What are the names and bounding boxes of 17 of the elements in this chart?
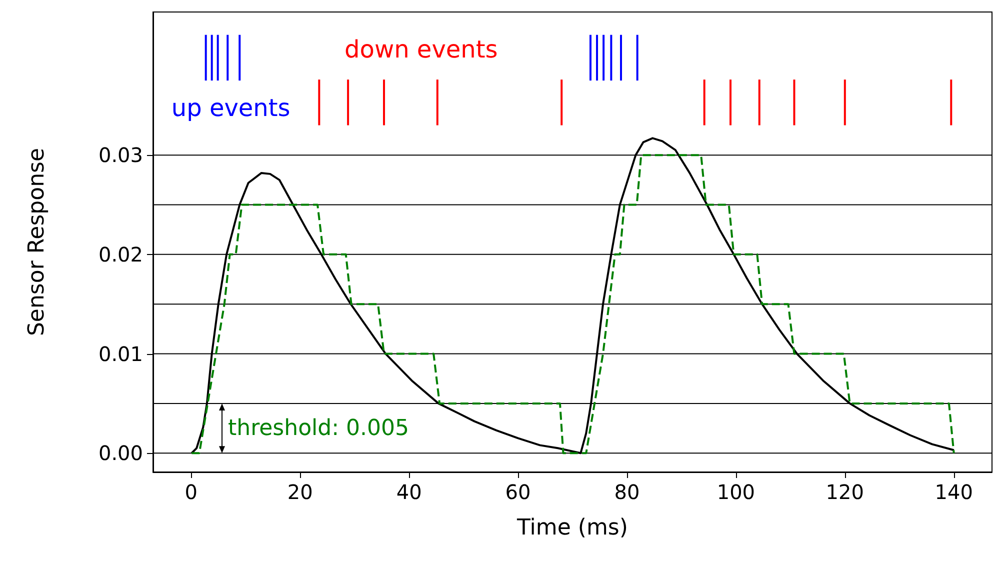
- x-tick-label: 80: [614, 480, 640, 504]
- y-tick-label: 0.01: [98, 342, 143, 366]
- annotation: threshold: 0.005: [228, 416, 409, 441]
- series-label: up events: [171, 94, 290, 122]
- x-tick-label: 120: [826, 480, 864, 504]
- y-axis-title: Sensor Response: [24, 148, 50, 336]
- x-tick-label: 140: [934, 480, 973, 504]
- x-tick-label: 100: [716, 480, 756, 504]
- y-tick-label: 0.00: [98, 441, 143, 466]
- y-tick-label: 0.03: [98, 143, 143, 168]
- x-axis-title: Time (ms): [516, 516, 628, 540]
- x-tick-label: 40: [396, 480, 422, 504]
- x-tick-label: 20: [287, 480, 313, 504]
- x-tick-label: 0: [184, 480, 198, 504]
- y-tick-label: 0.02: [98, 242, 143, 266]
- series-label: down events: [344, 36, 498, 64]
- x-tick-label: 60: [505, 480, 531, 504]
